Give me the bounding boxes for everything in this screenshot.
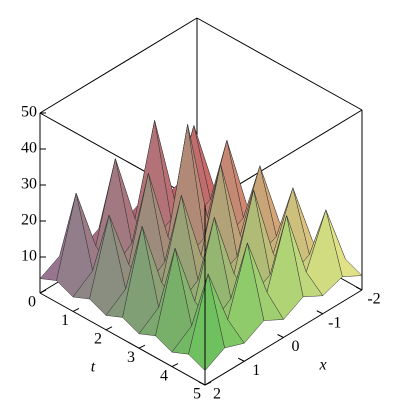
z-tick-label: 10: [21, 248, 37, 265]
box-edge: [39, 17, 198, 114]
t-axis-label: t: [91, 359, 96, 376]
t-tick: [105, 326, 113, 331]
t-tick: [138, 344, 146, 349]
box-edge: [39, 292, 206, 386]
x-tick-label: -2: [367, 291, 380, 308]
t-tick-label: 0: [28, 294, 36, 311]
t-tick-label: 2: [94, 330, 102, 347]
t-tick: [72, 307, 80, 312]
z-tick-label: 20: [21, 212, 37, 229]
x-axis-label: x: [318, 357, 326, 374]
box-edge: [196, 17, 363, 111]
t-tick: [39, 289, 47, 294]
z-tick-label: 50: [21, 104, 37, 121]
x-tick-label: -1: [328, 314, 341, 331]
x-tick: [198, 381, 206, 386]
x-tick-label: 1: [252, 362, 260, 379]
x-tick: [277, 334, 284, 338]
x-tick-label: 2: [213, 386, 221, 400]
x-tick: [355, 286, 363, 291]
t-tick-label: 5: [193, 386, 201, 400]
t-tick-label: 1: [61, 312, 69, 329]
x-tick: [316, 310, 323, 315]
z-tick-label: 40: [21, 140, 37, 157]
x-tick-label: 0: [292, 338, 300, 355]
x-tick: [238, 357, 245, 362]
t-tick-label: 3: [127, 349, 135, 366]
t-tick: [204, 381, 212, 386]
t-tick: [171, 363, 179, 368]
z-tick-label: 30: [21, 176, 37, 193]
t-tick-label: 4: [160, 367, 168, 384]
